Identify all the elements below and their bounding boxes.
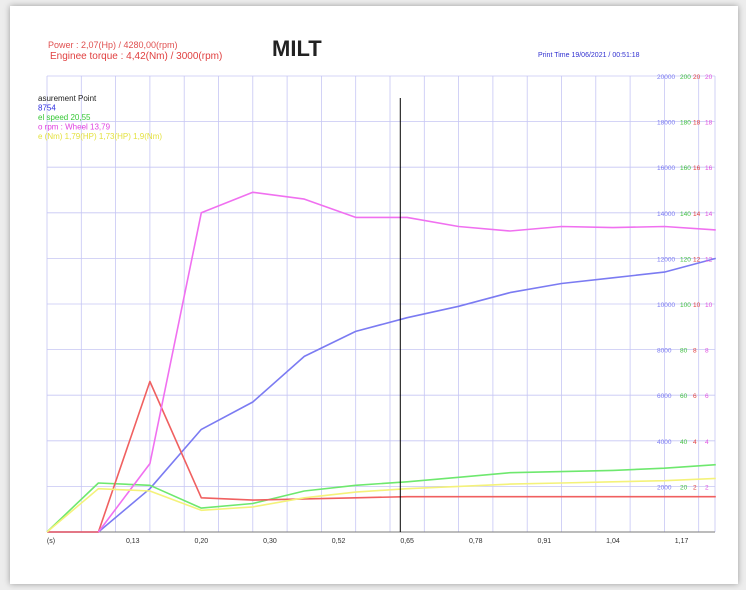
series-line-yellow bbox=[46, 477, 716, 533]
y-tick-label-torque: 12 bbox=[693, 256, 701, 263]
y-tick-label-speed: 100 bbox=[680, 302, 691, 309]
chart-plot: (s) 0,13 0,20 0,30 0,52 0,65 0,78 0,91 1,04 1,17 … bbox=[38, 74, 717, 545]
y-tick-label-speed: 80 bbox=[680, 348, 688, 355]
y-tick-label-speed: 160 bbox=[680, 165, 691, 172]
series-line-green bbox=[46, 463, 716, 533]
y-tick-label-rpm: 12000 bbox=[657, 256, 675, 263]
y-tick-label-ratio: 2 bbox=[705, 484, 709, 491]
y-tick-label-ratio: 14 bbox=[705, 211, 713, 218]
x-tick-label: 0,52 bbox=[332, 538, 346, 545]
y-tick-label-torque: 2 bbox=[693, 484, 697, 491]
legend-line-2: 8754 bbox=[38, 104, 56, 113]
y-tick-label-ratio: 6 bbox=[705, 393, 709, 400]
x-tick-label: (s) bbox=[47, 538, 55, 545]
y-tick-label-torque: 16 bbox=[693, 165, 701, 172]
y-tick-label-ratio: 12 bbox=[705, 256, 713, 263]
y-tick-label-rpm: 18000 bbox=[657, 120, 675, 127]
y-tick-label-rpm: 10000 bbox=[657, 302, 675, 309]
x-tick-label: 0,13 bbox=[126, 538, 140, 545]
series-line-magenta bbox=[97, 191, 716, 533]
x-tick-label: 1,04 bbox=[606, 538, 620, 545]
x-tick-label: 0,30 bbox=[263, 538, 277, 545]
chart-series-group bbox=[46, 191, 717, 533]
printout-page: Power : 2,07(Hp) / 4280,00(rpm) Enginee … bbox=[10, 6, 738, 584]
y-tick-label-speed: 180 bbox=[680, 120, 691, 127]
chart-grid bbox=[46, 75, 716, 533]
y-tick-label-ratio: 18 bbox=[705, 120, 713, 127]
right-scale-labels: 2000 20 2 2 4000 40 4 4 6000 60 6 6 8000 80 8 8 10000 100… bbox=[657, 74, 713, 491]
print-time: Print Time 19/06/2021 / 00:51:18 bbox=[538, 52, 640, 59]
y-tick-label-speed: 20 bbox=[680, 484, 688, 491]
y-tick-label-speed: 40 bbox=[680, 439, 688, 446]
x-tick-label: 0,78 bbox=[469, 538, 483, 545]
y-tick-label-torque: 4 bbox=[693, 439, 697, 446]
y-tick-label-ratio: 20 bbox=[705, 74, 713, 81]
y-tick-label-rpm: 4000 bbox=[657, 439, 672, 446]
y-tick-label-ratio: 16 bbox=[705, 165, 713, 172]
y-tick-label-speed: 120 bbox=[680, 256, 691, 263]
y-tick-label-speed: 140 bbox=[680, 211, 691, 218]
y-tick-label-ratio: 4 bbox=[705, 439, 709, 446]
x-tick-label: 0,91 bbox=[538, 538, 552, 545]
y-tick-label-rpm: 2000 bbox=[657, 484, 672, 491]
engine-torque-line: Enginee torque : 4,42(Nm) / 3000(rpm) bbox=[50, 51, 223, 62]
x-tick-labels: (s) 0,13 0,20 0,30 0,52 0,65 0,78 0,91 1,04 1,17 bbox=[47, 538, 689, 545]
legend-line-3: el speed 20,55 bbox=[38, 113, 91, 122]
y-tick-label-rpm: 20000 bbox=[657, 74, 675, 81]
x-tick-label: 0,20 bbox=[195, 538, 209, 545]
y-tick-label-ratio: 10 bbox=[705, 302, 713, 309]
y-tick-label-torque: 14 bbox=[693, 211, 701, 218]
y-tick-label-rpm: 8000 bbox=[657, 348, 672, 355]
legend-line-1: asurement Point bbox=[38, 94, 97, 103]
series-line-blue bbox=[47, 257, 717, 533]
y-tick-label-torque: 18 bbox=[693, 120, 701, 127]
y-tick-label-torque: 8 bbox=[693, 348, 697, 355]
y-tick-label-speed: 60 bbox=[680, 393, 688, 400]
legend-line-4: o rpm : Wheel 13,79 bbox=[38, 123, 111, 132]
y-tick-label-torque: 20 bbox=[693, 74, 701, 81]
y-tick-label-torque: 10 bbox=[693, 302, 701, 309]
power-line: Power : 2,07(Hp) / 4280,00(rpm) bbox=[48, 40, 178, 50]
y-tick-label-rpm: 6000 bbox=[657, 393, 672, 400]
y-tick-label-speed: 200 bbox=[680, 74, 691, 81]
x-tick-label: 1,17 bbox=[675, 538, 689, 545]
page-title: MILT bbox=[272, 36, 322, 61]
y-tick-label-ratio: 8 bbox=[705, 348, 709, 355]
y-tick-label-rpm: 16000 bbox=[657, 165, 675, 172]
legend-line-5: e (Nm) 1,79(HP) 1,73(HP) 1,9(Nm) bbox=[38, 132, 162, 141]
x-tick-label: 0,65 bbox=[400, 538, 414, 545]
series-line-red bbox=[47, 380, 716, 533]
y-tick-label-rpm: 14000 bbox=[657, 211, 675, 218]
y-tick-label-torque: 6 bbox=[693, 393, 697, 400]
